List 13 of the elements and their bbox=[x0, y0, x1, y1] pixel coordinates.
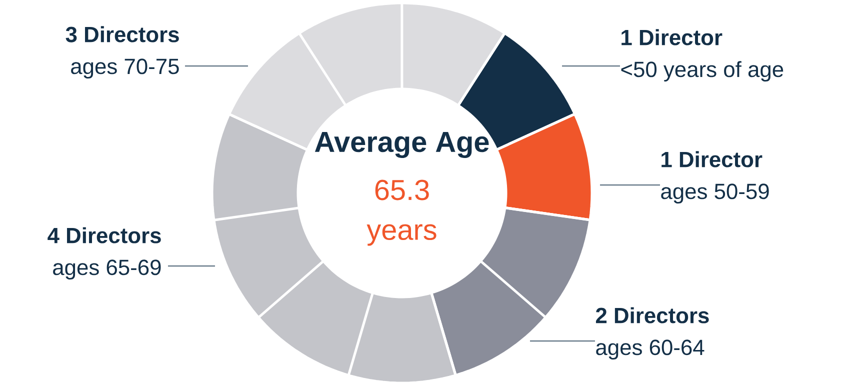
text: years bbox=[366, 224, 436, 246]
data-label: 1 Director bbox=[662, 151, 762, 168]
slice-label: ages 70-75 bbox=[71, 58, 179, 79]
data-label: 2 Directors bbox=[596, 307, 709, 324]
data-label: 1 Director bbox=[622, 29, 722, 46]
text: Average Age bbox=[314, 132, 489, 158]
slice-label: ages 60-64 bbox=[596, 340, 704, 360]
data-label: 3 Directors bbox=[66, 26, 179, 42]
slice-label: ages 50-59 bbox=[661, 184, 769, 204]
slice-label: <50 years of age bbox=[621, 61, 784, 82]
slice-label: ages 65-69 bbox=[53, 260, 161, 280]
text: 65.3 bbox=[375, 180, 429, 200]
data-label: 4 Directors bbox=[48, 227, 161, 244]
